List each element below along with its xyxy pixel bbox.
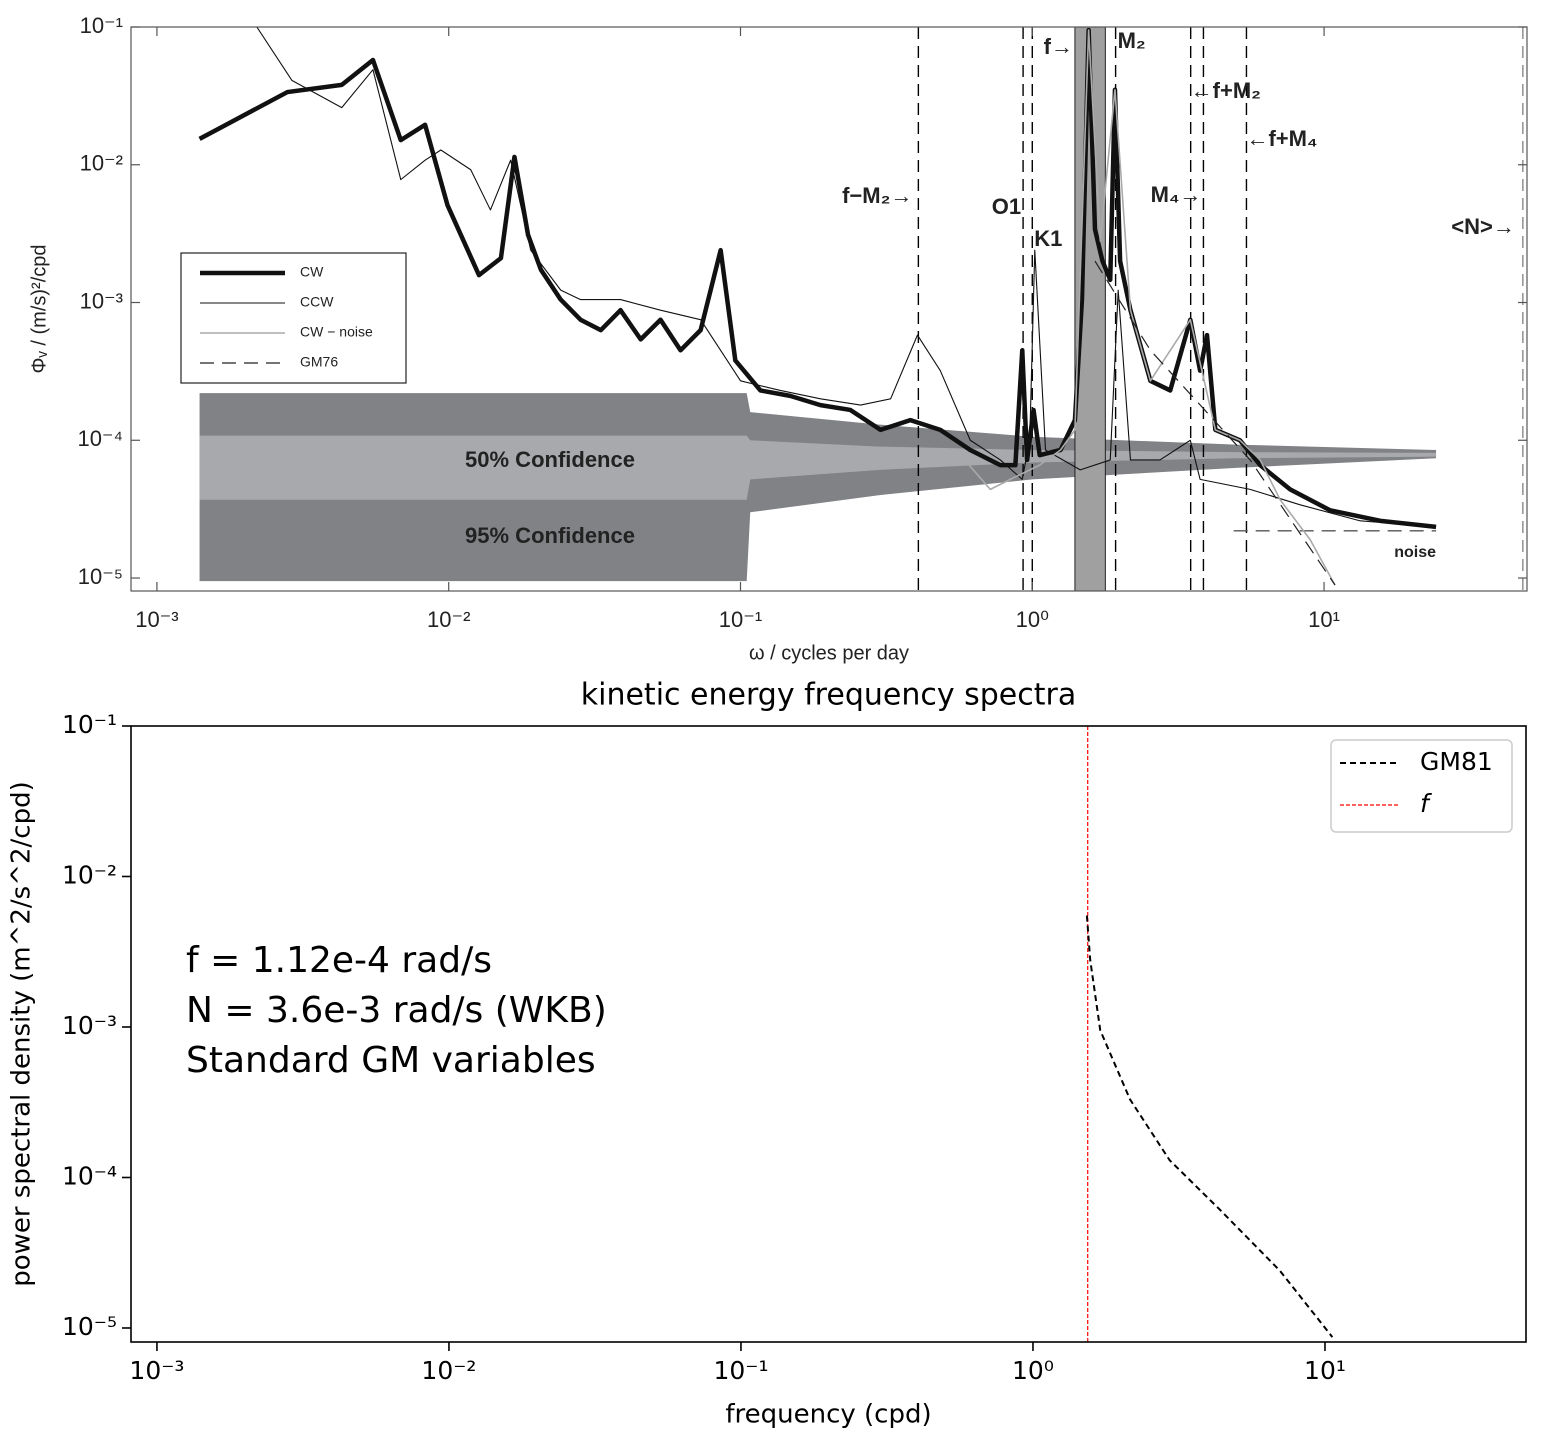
y-tick-label: 10⁻⁵ — [62, 1312, 117, 1341]
line-label: K1 — [1034, 226, 1062, 251]
axes-frame — [130, 26, 1528, 592]
band-label: 50% Confidence — [465, 447, 635, 472]
x-axis-label: ω / cycles per day — [749, 642, 909, 664]
confidence-band — [199, 435, 1437, 500]
legend-box — [1330, 739, 1513, 833]
x-axis-label: frequency (cpd) — [725, 1400, 931, 1430]
x-tick-label: 10¹ — [1308, 607, 1340, 632]
noise-label: noise — [1394, 544, 1436, 561]
y-tick-label: 10⁻² — [62, 860, 117, 889]
series-line — [256, 27, 1437, 528]
line-label: f−M₂→ — [842, 183, 912, 208]
x-tick-label: 10⁻³ — [129, 1356, 184, 1385]
legend-label: CCW — [300, 294, 334, 310]
legend-label: CW — [300, 264, 324, 280]
y-tick-label: 10⁻² — [80, 151, 123, 176]
y-tick-label: 10⁻⁴ — [77, 426, 123, 451]
y-axis-label: Φᵥ / (m/s)²/cpd — [28, 244, 50, 373]
x-tick-label: 10⁻² — [427, 607, 470, 632]
annotation: f = 1.12e-4 rad/s — [186, 940, 492, 981]
axes-frame — [130, 725, 1527, 1343]
line-label: M₄→ — [1151, 182, 1202, 207]
y-tick-label: 10⁻⁴ — [62, 1161, 117, 1190]
line-label: ←f+M₄ — [1246, 126, 1317, 151]
plot-area — [198, 27, 1524, 591]
annotation: Standard GM variables — [186, 1040, 596, 1081]
legend-label: GM81 — [1420, 747, 1493, 776]
chart-title: kinetic energy frequency spectra — [581, 678, 1076, 713]
y-axis-label: power spectral density (m^2/s^2/cpd) — [7, 781, 37, 1287]
x-tick-label: 10¹ — [1304, 1356, 1346, 1385]
annotation: N = 3.6e-3 rad/s (WKB) — [186, 990, 607, 1031]
legend-label: CW − noise — [300, 324, 373, 340]
plot-area — [1085, 726, 1334, 1342]
line-label: <N>→ — [1451, 214, 1515, 239]
y-tick-label: 10⁻³ — [62, 1011, 117, 1040]
y-tick-label: 10⁻¹ — [80, 13, 123, 38]
series-line — [1094, 260, 1336, 586]
line-label: ←f+M₂ — [1191, 78, 1261, 103]
y-tick-label: 10⁻³ — [80, 288, 123, 313]
series-line — [959, 29, 1336, 586]
bottom-chart: 10⁻³ 10⁻² 10⁻¹ 10⁰ 10¹ 10⁻⁵ 10⁻⁴ 10⁻³ 10⁻² 10⁻¹ ki… — [7, 678, 1527, 1430]
x-tick-label: 10⁻¹ — [719, 607, 762, 632]
x-tick-label: 10⁻¹ — [713, 1356, 768, 1385]
x-tick-label: 10⁻³ — [135, 607, 178, 632]
x-tick-label: 10⁰ — [1016, 607, 1049, 632]
x-tick-label: 10⁰ — [1012, 1356, 1054, 1385]
series-line — [1085, 915, 1334, 1338]
line-label: O1 — [992, 194, 1021, 219]
line-label: M₂ — [1118, 28, 1146, 53]
y-tick-label: 10⁻⁵ — [78, 564, 123, 589]
series-line — [198, 27, 1437, 530]
f-band-label: f→ — [1044, 34, 1073, 59]
legend-label: GM76 — [300, 354, 338, 370]
y-tick-label: 10⁻¹ — [62, 710, 117, 739]
band-label: 95% Confidence — [465, 523, 635, 548]
top-chart: 95% Confidence 50% Confidence f→ f−M₂→ O1 K1 M… — [28, 13, 1528, 664]
x-tick-label: 10⁻² — [421, 1356, 476, 1385]
